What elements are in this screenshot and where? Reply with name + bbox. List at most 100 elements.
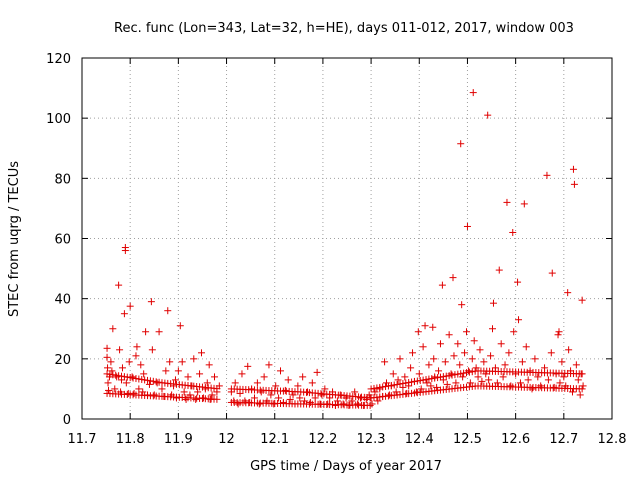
data-point [118, 364, 126, 372]
data-point [137, 361, 145, 369]
data-point [318, 391, 326, 399]
data-point [489, 299, 497, 307]
data-point [441, 358, 449, 366]
y-tick-label: 80 [54, 172, 71, 187]
data-point [427, 382, 435, 390]
data-point [466, 379, 474, 387]
data-point [495, 266, 503, 274]
data-point [472, 364, 480, 372]
data-point [556, 379, 564, 387]
data-point [457, 140, 465, 148]
data-point [438, 281, 446, 289]
data-point [456, 361, 464, 369]
data-point [105, 386, 112, 394]
data-point [368, 400, 376, 408]
data-point [116, 346, 124, 354]
data-point [515, 316, 523, 324]
x-tick-label: 11.7 [68, 432, 97, 447]
data-point [155, 328, 163, 336]
data-point [148, 346, 156, 354]
data-point [396, 355, 404, 363]
data-point [140, 370, 148, 378]
data-point [449, 274, 457, 282]
data-point [260, 373, 268, 381]
data-point [435, 367, 443, 375]
data-point [405, 382, 413, 390]
data-point [524, 376, 532, 384]
data-point [158, 385, 166, 393]
data-point [125, 358, 133, 366]
data-point [109, 325, 117, 333]
plot-frame [81, 57, 613, 420]
data-point [281, 386, 289, 394]
data-point [197, 349, 205, 357]
data-point [267, 391, 275, 399]
data-point [199, 394, 207, 402]
data-point [423, 379, 431, 387]
data-point [186, 391, 194, 399]
x-tick-label: 12.1 [260, 432, 289, 447]
x-tick-label: 12.4 [405, 432, 434, 447]
data-point [462, 328, 470, 336]
data-point [410, 377, 418, 385]
data-point [445, 331, 453, 339]
data-point [160, 392, 168, 400]
data-point [433, 383, 441, 391]
data-point [443, 380, 451, 388]
data-point [359, 401, 367, 409]
data-point [522, 343, 530, 351]
data-point [574, 376, 582, 384]
data-point [487, 352, 495, 360]
y-tick-label: 40 [54, 293, 71, 308]
data-point [180, 388, 188, 396]
data-point [144, 391, 152, 399]
data-point [518, 358, 526, 366]
data-point [407, 364, 415, 372]
data-point [534, 373, 542, 381]
data-point [286, 395, 294, 403]
data-point [548, 269, 556, 277]
data-point [299, 373, 307, 381]
data-point [463, 222, 471, 230]
data-point [279, 398, 287, 406]
data-point [203, 379, 211, 387]
data-point [104, 379, 112, 387]
data-point [464, 367, 472, 375]
data-point [468, 355, 476, 363]
data-point [454, 340, 462, 348]
data-point [227, 388, 235, 396]
data-point [234, 400, 242, 408]
data-point [485, 376, 493, 384]
data-point [339, 400, 347, 408]
x-tick-label: 12.3 [357, 432, 386, 447]
data-point [572, 361, 580, 369]
data-point [526, 367, 534, 375]
data-point [570, 180, 578, 188]
data-point [480, 358, 488, 366]
data-point [176, 322, 184, 330]
data-point [499, 373, 507, 381]
x-tick-label: 12.2 [308, 432, 337, 447]
data-point [277, 367, 285, 375]
data-point [170, 382, 178, 390]
data-point [381, 358, 389, 366]
data-point [520, 200, 528, 208]
data-point [552, 370, 560, 378]
data-point [371, 388, 379, 396]
data-point [313, 368, 321, 376]
data-point [436, 340, 444, 348]
data-point [172, 394, 180, 402]
data-point [558, 358, 566, 366]
data-point [190, 355, 198, 363]
data-point [246, 398, 254, 406]
data-point [564, 289, 572, 297]
data-point [166, 358, 174, 366]
data-point [550, 383, 558, 391]
data-point [403, 389, 411, 397]
data-point [379, 392, 387, 400]
x-tick-label: 12.8 [598, 432, 627, 447]
data-point [547, 349, 555, 357]
x-tick-label: 12.5 [453, 432, 482, 447]
data-point [342, 394, 350, 402]
data-point [301, 397, 309, 405]
